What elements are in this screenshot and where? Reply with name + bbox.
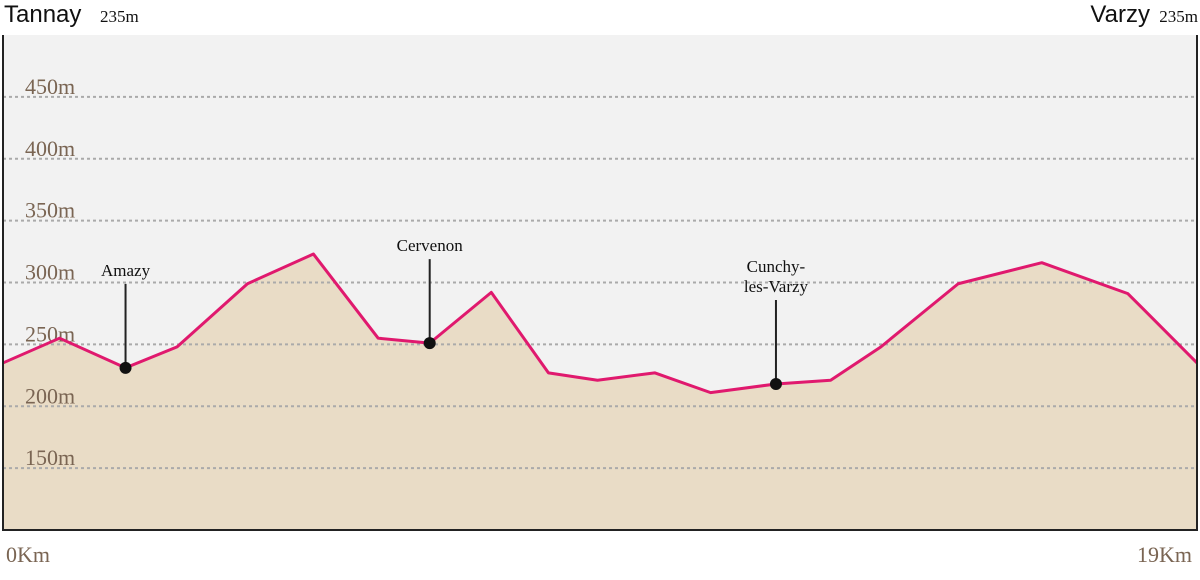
waypoint-label: Cervenon [397, 236, 464, 255]
y-tick-label: 150m [25, 445, 75, 470]
y-tick-label: 200m [25, 383, 75, 408]
end-elevation: 235m [1159, 7, 1198, 26]
y-tick-label: 300m [25, 260, 75, 285]
end-name: Varzy [1090, 1, 1150, 28]
y-tick-label: 400m [25, 136, 75, 161]
x-tick-label: 0Km [6, 542, 50, 567]
waypoint-label: les-Varzy [744, 277, 809, 296]
waypoint-marker [119, 361, 132, 374]
elevation-line [2, 252, 1199, 395]
waypoint-label: Amazy [101, 261, 151, 280]
x-tick-label: 19Km [1137, 542, 1192, 567]
waypoint-label: Cunchy- [747, 257, 806, 276]
elevation-area [3, 254, 1197, 530]
waypoint-marker [769, 377, 782, 390]
y-tick-label: 350m [25, 198, 75, 223]
waypoint-marker [423, 337, 436, 350]
start-name: Tannay [4, 1, 81, 28]
start-elevation: 235m [100, 7, 139, 26]
y-tick-label: 450m [25, 74, 75, 99]
